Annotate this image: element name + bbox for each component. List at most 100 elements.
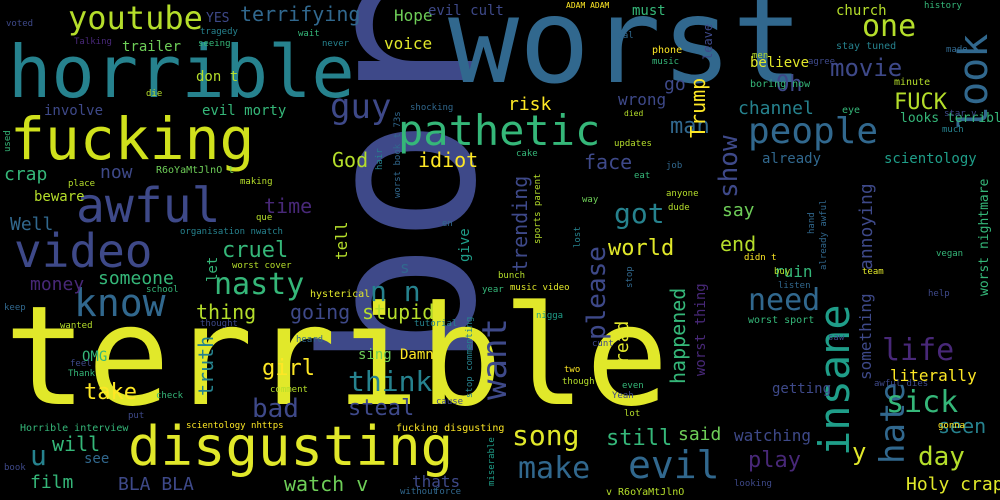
word: crap [4, 164, 48, 185]
word: Talking [74, 37, 112, 47]
word: church [836, 3, 887, 19]
word: trailer [122, 39, 182, 55]
word: u [30, 439, 47, 472]
word: beware [34, 189, 85, 205]
word: listen [778, 281, 811, 291]
word: make [518, 451, 591, 486]
word: Horrible interview [20, 423, 129, 434]
word: though [562, 377, 595, 387]
word: wanted [60, 321, 93, 331]
word: force [434, 487, 462, 497]
word: risk [508, 94, 552, 115]
word: sick [886, 385, 959, 420]
word: looking [734, 479, 772, 489]
word: worst thing [693, 283, 709, 376]
word: hand [807, 212, 817, 234]
word: v R6oYaMtJlnO [606, 487, 685, 498]
word: movie [830, 54, 903, 82]
word: stop commenting [465, 316, 475, 398]
word: seen [938, 414, 987, 438]
word: YES [206, 11, 230, 26]
word: year [482, 285, 504, 295]
word: already awful [819, 199, 829, 270]
word: Oh [776, 72, 803, 97]
word: two [564, 365, 581, 375]
word: heard [296, 335, 324, 345]
word: worst [448, 0, 804, 110]
word: never [322, 39, 350, 49]
word: terrifying [240, 2, 361, 26]
word: ruin [774, 262, 813, 281]
word: worst cover [232, 261, 292, 271]
word: money [30, 274, 85, 295]
word: seeing [198, 39, 231, 49]
word: buy [774, 267, 791, 277]
word: lost [573, 226, 583, 248]
word: steal [348, 396, 415, 421]
word: read [612, 320, 633, 364]
word: help [928, 289, 950, 299]
word: got [614, 197, 665, 230]
word: now [100, 162, 133, 183]
word: R6oYaMtJlnO t [156, 165, 235, 176]
word: boring now [750, 79, 811, 90]
word: dude [668, 203, 690, 213]
word: sing [358, 347, 392, 363]
word: worst sport [748, 315, 815, 326]
word: without [400, 487, 438, 497]
word: see [84, 451, 110, 467]
word: cruel [222, 238, 289, 263]
word: keep [4, 303, 26, 313]
word: life [882, 333, 955, 368]
word: making [240, 177, 273, 187]
word: hair [375, 148, 385, 170]
word: died [624, 109, 644, 118]
word: cunt [592, 339, 614, 349]
word: literally [890, 366, 977, 385]
word: much [942, 125, 964, 135]
word: will [52, 432, 101, 456]
word: don t [196, 69, 239, 85]
word: Thank [68, 369, 96, 379]
word: anyone [666, 189, 699, 199]
word: que [256, 213, 273, 223]
word: BLA BLA [118, 474, 194, 495]
word: please [582, 246, 612, 340]
word: Trump [686, 77, 710, 138]
word: truth [194, 335, 218, 396]
word: tutorial [414, 319, 458, 329]
word: show [714, 135, 744, 198]
word: youtube [68, 0, 203, 37]
word: y [852, 438, 867, 466]
word: let [205, 256, 221, 282]
word: know [74, 281, 166, 325]
word: end [720, 232, 757, 256]
word: hysterical [310, 289, 371, 300]
word: fucking disgusting [396, 423, 505, 434]
word: OMG [82, 349, 108, 365]
word: cause [436, 397, 464, 407]
word: bunch [498, 271, 526, 281]
word: give [457, 228, 473, 262]
word: ADAM ADAM [566, 1, 610, 10]
word: saw [828, 333, 845, 343]
word: bad [252, 394, 299, 424]
word: awful [76, 178, 221, 234]
word: fucking [10, 105, 255, 173]
word: voted [6, 19, 34, 29]
word: Yeah [612, 391, 634, 401]
word: one [862, 9, 917, 44]
word: film [30, 472, 74, 493]
word: take [84, 380, 137, 405]
word: gonna [938, 421, 966, 431]
word: feel [70, 359, 92, 369]
word: music [652, 57, 680, 67]
word: girl [262, 356, 315, 381]
word: phone [652, 45, 683, 56]
word: still [606, 426, 673, 451]
word: want [475, 318, 515, 400]
word: updates [614, 139, 652, 149]
word: guy [330, 87, 392, 127]
word: annoying [856, 183, 877, 270]
